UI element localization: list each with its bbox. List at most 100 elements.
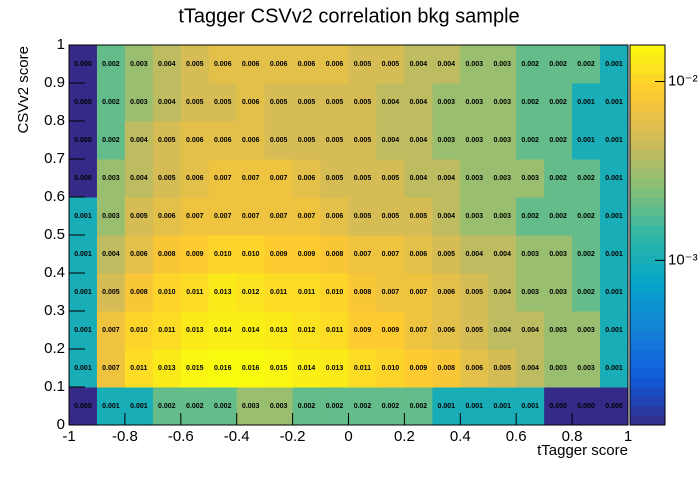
cell-label: 0.004 xyxy=(130,137,148,144)
heatmap-cell xyxy=(348,235,377,274)
y-tick-label: 1 xyxy=(57,36,65,53)
cell-label: 0.002 xyxy=(410,403,428,410)
cell-label: 0.000 xyxy=(74,61,92,68)
colorbar-band xyxy=(630,73,665,84)
cell-label: 0.005 xyxy=(298,137,316,144)
cell-label: 0.002 xyxy=(549,175,567,182)
cell-label: 0.002 xyxy=(577,251,595,258)
cell-label: 0.009 xyxy=(270,251,288,258)
x-tick-label: 1 xyxy=(624,428,632,445)
heatmap-cell xyxy=(488,159,517,198)
cell-label: 0.003 xyxy=(493,175,511,182)
heatmap-cell xyxy=(348,45,377,84)
y-tick-label: 0.1 xyxy=(44,378,65,395)
cell-label: 0.004 xyxy=(158,61,176,68)
heatmap-cell xyxy=(404,197,433,236)
heatmap-cell xyxy=(124,311,154,350)
cell-label: 0.007 xyxy=(298,213,316,220)
cell-label: 0.005 xyxy=(326,175,344,182)
heatmap-cell xyxy=(69,159,98,198)
heatmap-cell xyxy=(432,45,461,84)
cell-label: 0.003 xyxy=(466,61,484,68)
cell-label: 0.002 xyxy=(577,289,595,296)
heatmap-cell xyxy=(69,197,98,236)
y-tick-label: 0.6 xyxy=(44,188,65,205)
colorbar-tick-label: 10⁻² xyxy=(668,72,698,89)
heatmap-cell xyxy=(544,349,573,388)
cell-label: 0.006 xyxy=(242,99,260,106)
heatmap-cell xyxy=(488,235,517,274)
heatmap-cell xyxy=(208,159,238,198)
cell-label: 0.001 xyxy=(74,327,92,334)
colorbar-band xyxy=(630,292,665,302)
heatmap-cell xyxy=(292,121,322,160)
cell-label: 0.007 xyxy=(242,213,260,220)
cell-label: 0.009 xyxy=(410,365,428,372)
cell-label: 0.007 xyxy=(214,175,232,182)
heatmap-cell xyxy=(96,349,126,388)
heatmap-cell xyxy=(544,311,573,350)
cell-label: 0.001 xyxy=(605,61,623,68)
heatmap-cell xyxy=(348,121,377,160)
heatmap-cell xyxy=(320,159,349,198)
cell-label: 0.004 xyxy=(410,137,428,144)
cell-label: 0.000 xyxy=(74,99,92,106)
heatmap-cell xyxy=(152,311,182,350)
heatmap-cell xyxy=(69,45,98,84)
cell-label: 0.002 xyxy=(298,403,316,410)
heatmap-cell xyxy=(488,121,517,160)
cell-label: 0.001 xyxy=(466,403,484,410)
cell-label: 0.002 xyxy=(577,213,595,220)
cell-label: 0.003 xyxy=(493,99,511,106)
cell-label: 0.006 xyxy=(298,175,316,182)
heatmap-cell xyxy=(460,197,489,236)
heatmap-cell xyxy=(236,273,266,312)
cell-label: 0.010 xyxy=(382,365,400,372)
cell-label: 0.000 xyxy=(605,403,623,410)
cell-label: 0.009 xyxy=(354,327,372,334)
heatmap-cell xyxy=(96,121,126,160)
heatmap-cell xyxy=(544,273,573,312)
heatmap-cell xyxy=(376,349,405,388)
heatmap-cell xyxy=(572,235,601,274)
cell-label: 0.006 xyxy=(130,251,148,258)
cell-label: 0.005 xyxy=(438,251,456,258)
cell-label: 0.004 xyxy=(410,175,428,182)
heatmap-cell xyxy=(432,159,461,198)
heatmap-cell xyxy=(124,197,154,236)
heatmap-cell xyxy=(264,273,294,312)
heatmap-cell xyxy=(348,159,377,198)
cell-label: 0.005 xyxy=(214,99,232,106)
heatmap-cell xyxy=(208,197,238,236)
colorbar-band xyxy=(630,178,665,188)
cell-label: 0.005 xyxy=(354,61,372,68)
heatmap-cell xyxy=(600,45,629,84)
cell-label: 0.004 xyxy=(438,175,456,182)
cell-label: 0.002 xyxy=(577,175,595,182)
heatmap-cell xyxy=(516,197,545,236)
cell-label: 0.005 xyxy=(326,137,344,144)
heatmap-cell xyxy=(124,235,154,274)
cell-label: 0.008 xyxy=(438,365,456,372)
colorbar-band xyxy=(630,282,665,293)
heatmap-cell xyxy=(320,273,349,312)
cell-label: 0.006 xyxy=(214,137,232,144)
x-tick-label: -0.2 xyxy=(280,428,306,445)
heatmap-cell xyxy=(69,83,98,122)
cell-label: 0.009 xyxy=(382,327,400,334)
heatmap-cell xyxy=(180,45,210,84)
heatmap-cell xyxy=(208,83,238,122)
cell-label: 0.004 xyxy=(521,365,539,372)
x-tick-label: -1 xyxy=(62,428,75,445)
cell-label: 0.005 xyxy=(102,289,120,296)
cell-label: 0.008 xyxy=(326,251,344,258)
heatmap-cell xyxy=(544,197,573,236)
cell-label: 0.000 xyxy=(74,403,92,410)
y-tick-label: 0.7 xyxy=(44,150,65,167)
heatmap-cell xyxy=(572,311,601,350)
heatmap-cell xyxy=(320,83,349,122)
colorbar-band xyxy=(630,377,665,388)
x-tick-label: 0.2 xyxy=(394,428,415,445)
heatmap-cell xyxy=(152,349,182,388)
cell-label: 0.009 xyxy=(298,251,316,258)
